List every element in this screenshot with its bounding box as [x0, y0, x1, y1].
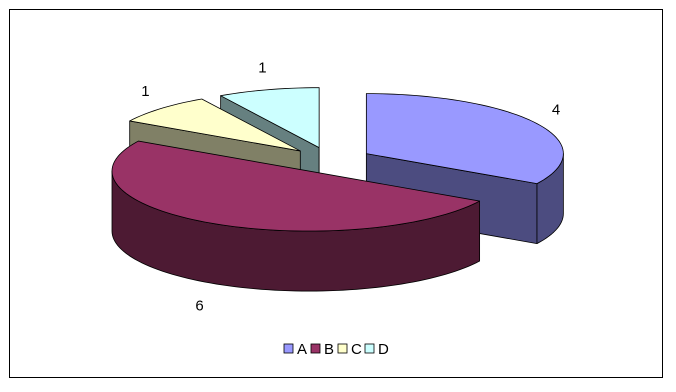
legend-swatch-b — [310, 343, 321, 354]
data-label-a: 4 — [552, 102, 560, 119]
slice-c-top — [129, 98, 301, 152]
data-label-c: 1 — [141, 83, 149, 100]
data-label-b: 6 — [195, 298, 203, 315]
legend-swatch-c — [337, 343, 348, 354]
legend-label-d: D — [378, 341, 389, 358]
slice-d-top — [220, 87, 320, 149]
legend-swatch-a — [283, 343, 294, 354]
slice-a-top — [365, 93, 564, 184]
legend-label-a: A — [297, 341, 307, 358]
legend-label-b: B — [324, 341, 334, 358]
data-label-d: 1 — [258, 59, 266, 76]
legend-label-c: C — [351, 341, 362, 358]
slice-b-top — [111, 140, 481, 232]
legend-swatch-d — [364, 343, 375, 354]
